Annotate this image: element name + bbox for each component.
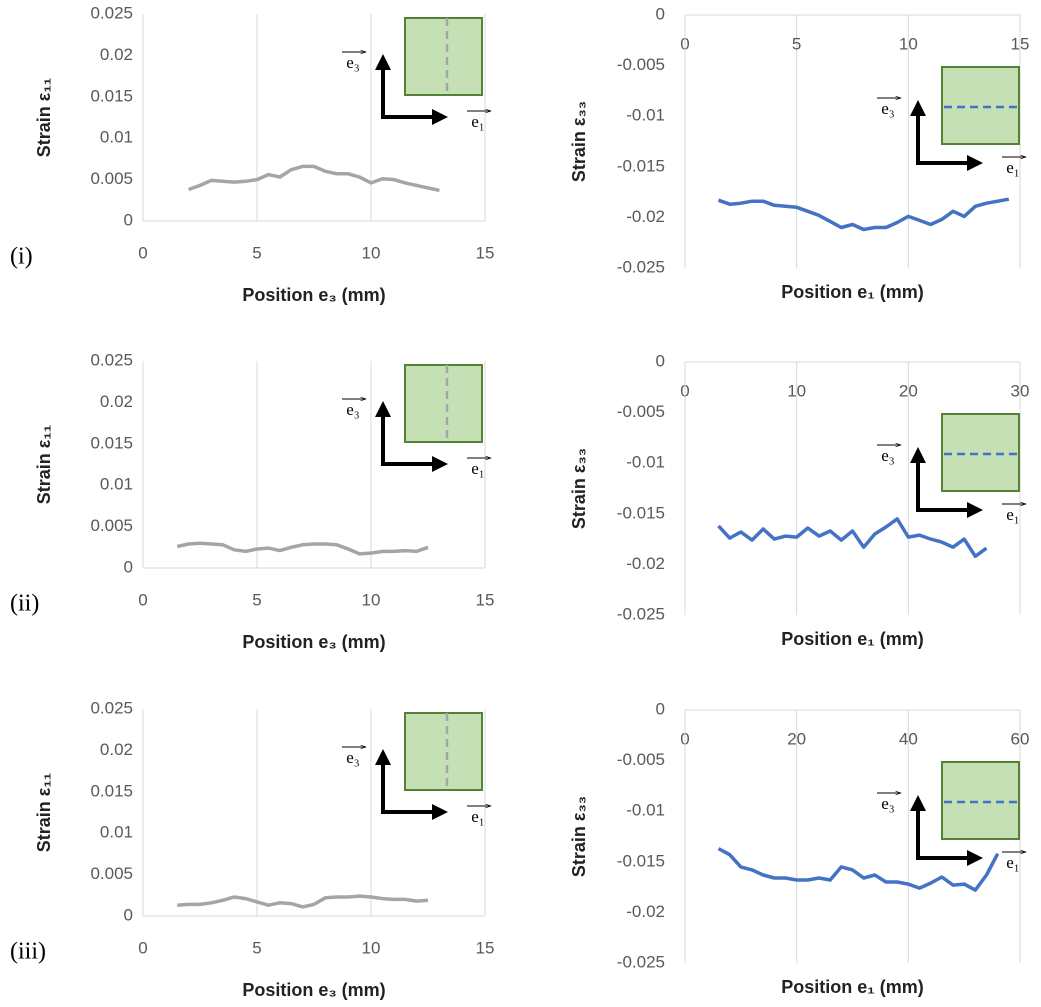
x-tick-label: 20 bbox=[787, 729, 806, 748]
y-axis-title: Strain ε₁₁ bbox=[34, 78, 54, 157]
y-tick-label: -0.01 bbox=[626, 453, 665, 472]
x-tick-label: 5 bbox=[792, 34, 801, 53]
vector-label: e₃ bbox=[881, 446, 895, 465]
y-axis-title: Strain ε₃₃ bbox=[569, 448, 589, 529]
inset-specimen bbox=[404, 17, 483, 96]
y-tick-label: 0.025 bbox=[90, 698, 133, 717]
y-axis-title: Strain ε₃₃ bbox=[569, 796, 589, 877]
inset-specimen bbox=[941, 761, 1020, 840]
vector-label: e₃ bbox=[346, 748, 360, 767]
x-tick-label: 15 bbox=[476, 243, 495, 262]
vector-label: e₁ bbox=[1006, 158, 1019, 177]
y-tick-label: 0 bbox=[656, 4, 665, 23]
y-tick-label: -0.025 bbox=[617, 604, 665, 623]
vector-label: e₃ bbox=[346, 53, 360, 72]
vector-label: e₃ bbox=[881, 794, 895, 813]
y-tick-label: 0 bbox=[124, 905, 133, 924]
y-tick-label: -0.01 bbox=[626, 106, 665, 125]
y-tick-label: 0.02 bbox=[100, 740, 133, 759]
y-tick-label: -0.02 bbox=[626, 554, 665, 573]
y-tick-label: 0.005 bbox=[90, 516, 133, 535]
y-tick-label: 0.01 bbox=[100, 128, 133, 147]
y-tick-label: -0.005 bbox=[617, 402, 665, 421]
x-axis-title: Position e₃ (mm) bbox=[242, 980, 385, 1000]
vector-label: e₁ bbox=[471, 459, 484, 478]
y-tick-label: -0.005 bbox=[617, 750, 665, 769]
x-axis-title: Position e₁ (mm) bbox=[781, 282, 923, 302]
data-line bbox=[717, 517, 988, 559]
x-axis-title: Position e₁ (mm) bbox=[781, 977, 923, 997]
x-tick-label: 0 bbox=[138, 938, 147, 957]
inset-specimen bbox=[404, 712, 483, 791]
y-tick-label: 0.025 bbox=[90, 350, 133, 369]
y-tick-label: -0.025 bbox=[617, 257, 665, 276]
y-tick-label: 0.025 bbox=[90, 3, 133, 22]
y-tick-label: 0 bbox=[656, 351, 665, 370]
panel-label: (iii) bbox=[10, 939, 46, 965]
inset-specimen bbox=[941, 66, 1020, 145]
y-tick-label: 0.01 bbox=[100, 823, 133, 842]
x-axis-title: Position e₁ (mm) bbox=[781, 629, 923, 649]
y-tick-label: 0.005 bbox=[90, 864, 133, 883]
data-line bbox=[177, 894, 429, 909]
inset-specimen bbox=[941, 413, 1020, 492]
y-tick-label: 0.01 bbox=[100, 475, 133, 494]
y-axis-title: Strain ε₁₁ bbox=[34, 425, 54, 504]
x-tick-label: 0 bbox=[138, 590, 147, 609]
x-tick-label: 10 bbox=[362, 938, 381, 957]
y-tick-label: -0.015 bbox=[617, 503, 665, 522]
x-tick-label: 20 bbox=[899, 381, 918, 400]
y-tick-label: -0.01 bbox=[626, 801, 665, 820]
y-axis-title: Strain ε₁₁ bbox=[34, 773, 54, 852]
x-tick-label: 40 bbox=[899, 729, 918, 748]
vector-label: e₃ bbox=[346, 400, 360, 419]
x-tick-label: 10 bbox=[362, 243, 381, 262]
panel-label: (i) bbox=[10, 244, 33, 270]
vector-label: e₁ bbox=[471, 112, 484, 131]
x-axis-title: Position e₃ (mm) bbox=[242, 285, 385, 305]
x-tick-label: 15 bbox=[476, 590, 495, 609]
y-axis-title: Strain ε₃₃ bbox=[569, 101, 589, 182]
y-tick-label: 0.015 bbox=[90, 433, 133, 452]
x-tick-label: 5 bbox=[252, 590, 261, 609]
y-tick-label: -0.02 bbox=[626, 207, 665, 226]
y-tick-label: 0.015 bbox=[90, 781, 133, 800]
x-tick-label: 15 bbox=[476, 938, 495, 957]
data-line bbox=[717, 847, 1000, 892]
data-line bbox=[717, 197, 1010, 232]
x-axis-title: Position e₃ (mm) bbox=[242, 632, 385, 652]
data-line bbox=[176, 541, 429, 556]
vector-label: e₁ bbox=[1006, 505, 1019, 524]
vector-label: e₁ bbox=[1006, 853, 1019, 872]
x-tick-label: 10 bbox=[787, 381, 806, 400]
y-tick-label: 0 bbox=[656, 699, 665, 718]
x-tick-label: 10 bbox=[899, 34, 918, 53]
x-tick-label: 60 bbox=[1011, 729, 1030, 748]
vector-label: e₃ bbox=[881, 99, 895, 118]
x-tick-label: 0 bbox=[138, 243, 147, 262]
y-tick-label: 0.015 bbox=[90, 86, 133, 105]
y-tick-label: 0.005 bbox=[90, 169, 133, 188]
inset-specimen bbox=[404, 364, 483, 443]
y-tick-label: -0.015 bbox=[617, 851, 665, 870]
x-tick-label: 5 bbox=[252, 938, 261, 957]
x-tick-label: 5 bbox=[252, 243, 261, 262]
y-tick-label: -0.025 bbox=[617, 952, 665, 971]
vector-label: e₁ bbox=[471, 807, 484, 826]
y-tick-label: -0.005 bbox=[617, 55, 665, 74]
y-tick-label: 0.02 bbox=[100, 45, 133, 64]
y-tick-label: -0.02 bbox=[626, 902, 665, 921]
panel-label: (ii) bbox=[10, 591, 39, 617]
x-tick-label: 10 bbox=[362, 590, 381, 609]
y-tick-label: 0 bbox=[124, 210, 133, 229]
x-tick-label: 15 bbox=[1011, 34, 1030, 53]
y-tick-label: 0 bbox=[124, 557, 133, 576]
x-tick-label: 30 bbox=[1011, 381, 1030, 400]
y-tick-label: 0.02 bbox=[100, 392, 133, 411]
data-line bbox=[188, 164, 440, 193]
y-tick-label: -0.015 bbox=[617, 156, 665, 175]
